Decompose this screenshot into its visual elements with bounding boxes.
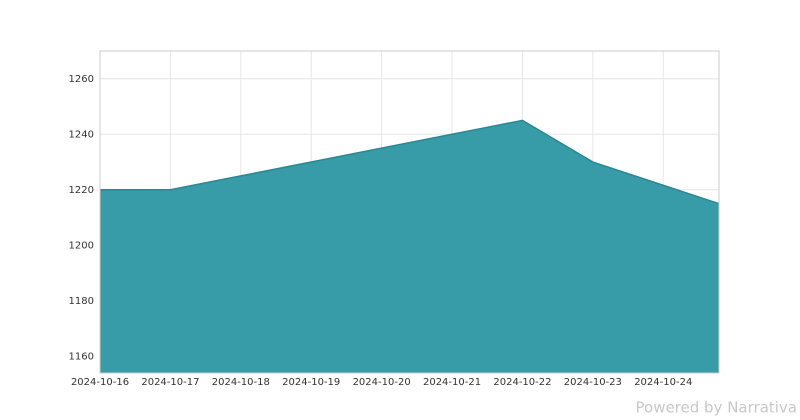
plot-frame [99, 50, 720, 374]
y-tick-label: 1220 [69, 185, 94, 196]
x-tick-label: 2024-10-17 [141, 377, 199, 388]
x-tick-label: 2024-10-18 [212, 377, 270, 388]
y-tick-label: 1200 [69, 240, 94, 251]
y-tick-label: 1180 [69, 296, 94, 307]
y-tick-label: 1160 [69, 351, 94, 362]
watermark: Powered by Narrativa [636, 399, 798, 417]
x-tick-label: 2024-10-22 [493, 377, 551, 388]
y-tick-label: 1260 [69, 74, 94, 85]
x-tick-label: 2024-10-16 [71, 377, 129, 388]
x-tick-label: 2024-10-23 [564, 377, 622, 388]
x-tick-label: 2024-10-20 [353, 377, 411, 388]
x-tick-label: 2024-10-19 [282, 377, 340, 388]
y-tick-label: 1240 [69, 129, 94, 140]
line [100, 119, 720, 205]
x-tick-label: 2024-10-21 [423, 377, 481, 388]
area [100, 120, 719, 374]
x-tick-label: 2024-10-24 [634, 377, 692, 388]
